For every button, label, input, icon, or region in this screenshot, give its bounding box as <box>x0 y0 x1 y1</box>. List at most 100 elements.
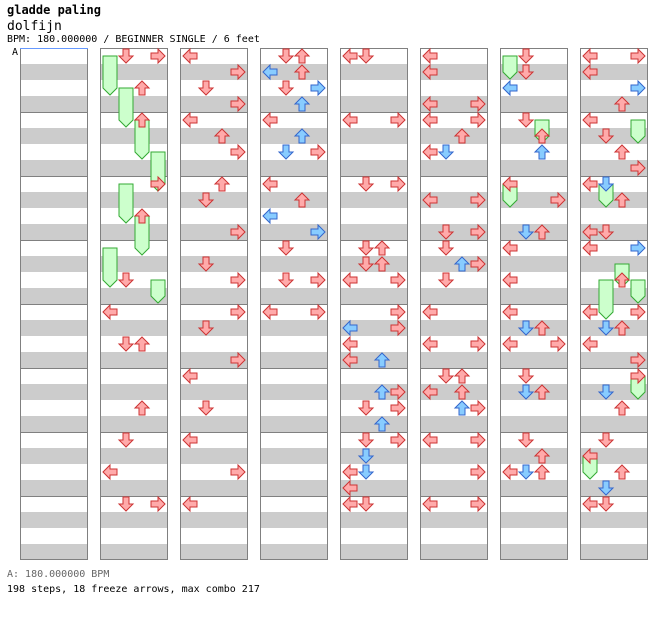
left-arrow <box>422 431 438 449</box>
beat-stripe <box>260 544 328 560</box>
up-arrow <box>133 400 151 416</box>
beat-stripe <box>340 160 408 176</box>
down-arrow <box>517 112 535 128</box>
up-arrow <box>533 144 551 160</box>
beat-stripe <box>180 512 248 528</box>
right-arrow <box>390 303 406 321</box>
left-arrow <box>262 63 278 81</box>
beat-stripe <box>500 256 568 272</box>
freeze-arrow <box>102 247 118 288</box>
up-arrow <box>533 448 551 464</box>
down-arrow <box>597 384 615 400</box>
left-arrow <box>502 79 518 97</box>
beat-stripe <box>500 288 568 304</box>
down-arrow <box>437 144 455 160</box>
down-arrow <box>437 272 455 288</box>
up-arrow <box>453 256 471 272</box>
down-arrow <box>357 448 375 464</box>
right-arrow <box>230 95 246 113</box>
left-arrow <box>582 63 598 81</box>
right-arrow <box>230 271 246 289</box>
left-arrow <box>582 303 598 321</box>
beat-stripe <box>420 480 488 496</box>
beat-stripe <box>580 352 648 368</box>
left-arrow <box>422 143 438 161</box>
beat-stripe <box>20 192 88 208</box>
left-arrow <box>502 335 518 353</box>
right-arrow <box>310 271 326 289</box>
beat-stripe <box>500 384 568 400</box>
freeze-arrow <box>598 279 614 320</box>
beat-stripe <box>580 192 648 208</box>
down-arrow <box>597 496 615 512</box>
freeze-arrow <box>630 119 646 144</box>
beat-stripe <box>180 416 248 432</box>
left-arrow <box>342 335 358 353</box>
up-arrow <box>373 240 391 256</box>
bpm-summary: A: 180.000000 BPM <box>7 569 110 580</box>
left-arrow <box>582 223 598 241</box>
left-arrow <box>422 47 438 65</box>
beat-stripe <box>100 512 168 528</box>
right-arrow <box>470 223 486 241</box>
beat-stripe <box>180 128 248 144</box>
down-arrow <box>517 384 535 400</box>
beat-stripe <box>180 448 248 464</box>
beat-stripe <box>100 352 168 368</box>
beat-stripe <box>340 512 408 528</box>
up-arrow <box>213 176 231 192</box>
down-arrow <box>517 368 535 384</box>
up-arrow <box>133 112 151 128</box>
beat-stripe <box>500 128 568 144</box>
up-arrow <box>533 224 551 240</box>
right-arrow <box>150 175 166 193</box>
down-arrow <box>517 224 535 240</box>
column-border <box>340 48 408 560</box>
down-arrow <box>437 224 455 240</box>
beat-stripe <box>500 448 568 464</box>
down-arrow <box>277 240 295 256</box>
beat-stripe <box>420 64 488 80</box>
beat-stripe <box>340 96 408 112</box>
beat-stripe <box>100 128 168 144</box>
column-border <box>180 48 248 560</box>
down-arrow <box>277 272 295 288</box>
column-border <box>260 48 328 560</box>
left-arrow <box>422 383 438 401</box>
beat-stripe <box>260 448 328 464</box>
beat-stripe <box>180 288 248 304</box>
beat-stripe <box>260 64 328 80</box>
down-arrow <box>197 192 215 208</box>
beat-stripe <box>260 480 328 496</box>
right-arrow <box>470 191 486 209</box>
bpm-marker: A <box>12 47 19 58</box>
left-arrow <box>102 463 118 481</box>
beat-stripe <box>420 288 488 304</box>
left-arrow <box>182 431 198 449</box>
left-arrow <box>582 239 598 257</box>
down-arrow <box>357 432 375 448</box>
left-arrow <box>182 111 198 129</box>
down-arrow <box>277 48 295 64</box>
left-arrow <box>502 303 518 321</box>
up-arrow <box>533 464 551 480</box>
beat-stripe <box>20 512 88 528</box>
left-arrow <box>342 271 358 289</box>
down-arrow <box>597 176 615 192</box>
down-arrow <box>117 336 135 352</box>
right-arrow <box>470 111 486 129</box>
down-arrow <box>197 80 215 96</box>
beat-stripe <box>100 320 168 336</box>
beat-stripe <box>20 384 88 400</box>
freeze-arrow <box>118 183 134 224</box>
down-arrow <box>357 240 375 256</box>
beat-stripe <box>580 512 648 528</box>
song-title: gladde paling <box>7 3 101 17</box>
left-arrow <box>262 207 278 225</box>
up-arrow <box>533 384 551 400</box>
beat-stripe <box>340 288 408 304</box>
beat-stripe <box>20 96 88 112</box>
beat-stripe <box>340 256 408 272</box>
left-arrow <box>422 111 438 129</box>
